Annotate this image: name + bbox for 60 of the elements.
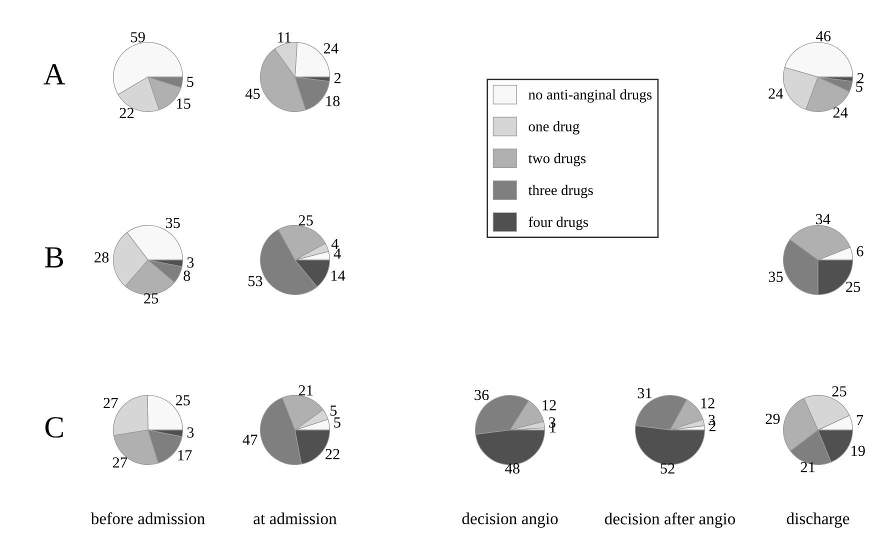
data-label: 22 (326, 448, 340, 460)
data-label: 27 (104, 398, 118, 408)
data-label: 27 (112, 457, 128, 468)
data-label: 21 (800, 462, 815, 472)
text: B (45, 247, 64, 268)
data-label: 28 (94, 252, 109, 263)
data-label: 29 (766, 414, 780, 424)
text: before admission (90, 512, 205, 524)
data-label: 15 (177, 98, 190, 109)
data-label: 25 (846, 282, 860, 292)
data-label: 5 (334, 417, 340, 428)
data-label: 7 (856, 415, 864, 426)
data-label: 47 (242, 434, 258, 445)
data-label: 5 (187, 76, 194, 87)
legend-label: three drugs (528, 184, 593, 198)
data-label: 5 (330, 406, 337, 416)
legend-label: four drugs (528, 216, 588, 230)
data-label: 22 (120, 108, 134, 118)
data-label: 53 (248, 276, 262, 286)
data-label: 2 (334, 73, 341, 84)
data-label: 4 (334, 248, 341, 259)
data-label: 8 (184, 270, 190, 281)
data-label: 12 (701, 398, 714, 408)
data-label: 11 (278, 32, 291, 42)
legend-label: two drugs (528, 152, 586, 166)
text: discharge (786, 512, 850, 528)
data-label: 21 (298, 385, 313, 396)
data-label: 24 (324, 43, 338, 54)
data-label: 12 (542, 400, 556, 410)
data-label: 36 (474, 390, 489, 400)
data-label: 25 (144, 293, 158, 304)
text: C (45, 417, 63, 438)
data-label: 18 (326, 96, 340, 106)
data-label: 24 (768, 88, 784, 99)
data-label: 17 (178, 450, 192, 460)
legend-label: no anti-anginal drugs (528, 89, 652, 103)
data-label: 25 (832, 386, 846, 396)
legend-label: one drug (528, 121, 580, 134)
data-label: 35 (166, 218, 180, 228)
data-label: 45 (245, 88, 260, 99)
data-label: 3 (187, 427, 194, 438)
data-label: 46 (816, 31, 831, 42)
data-label: 4 (331, 238, 338, 249)
data-label: 14 (331, 270, 346, 281)
text: decision after angio (604, 512, 736, 528)
data-label: 25 (298, 215, 313, 226)
text: A (44, 64, 66, 84)
data-label: 52 (660, 463, 674, 474)
data-label: 48 (505, 463, 520, 474)
data-label: 25 (176, 395, 190, 406)
data-label: 19 (852, 446, 865, 456)
data-label: 3 (187, 257, 194, 268)
text: at admission (254, 512, 337, 524)
data-label: 34 (816, 214, 830, 224)
data-label: 6 (856, 246, 864, 256)
data-label: 31 (638, 388, 652, 398)
data-label: 24 (833, 107, 848, 118)
data-label: 59 (131, 32, 145, 42)
data-label: 35 (768, 272, 783, 282)
text: decision angio (462, 512, 558, 528)
